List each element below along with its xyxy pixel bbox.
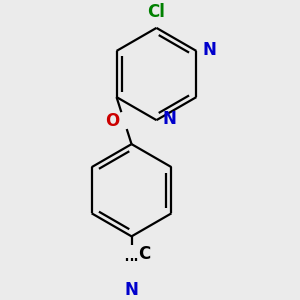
Text: N: N <box>163 110 177 128</box>
Text: Cl: Cl <box>148 3 165 21</box>
Text: N: N <box>203 41 217 59</box>
Text: N: N <box>124 280 139 298</box>
Text: C: C <box>138 245 150 263</box>
Text: O: O <box>105 112 119 130</box>
